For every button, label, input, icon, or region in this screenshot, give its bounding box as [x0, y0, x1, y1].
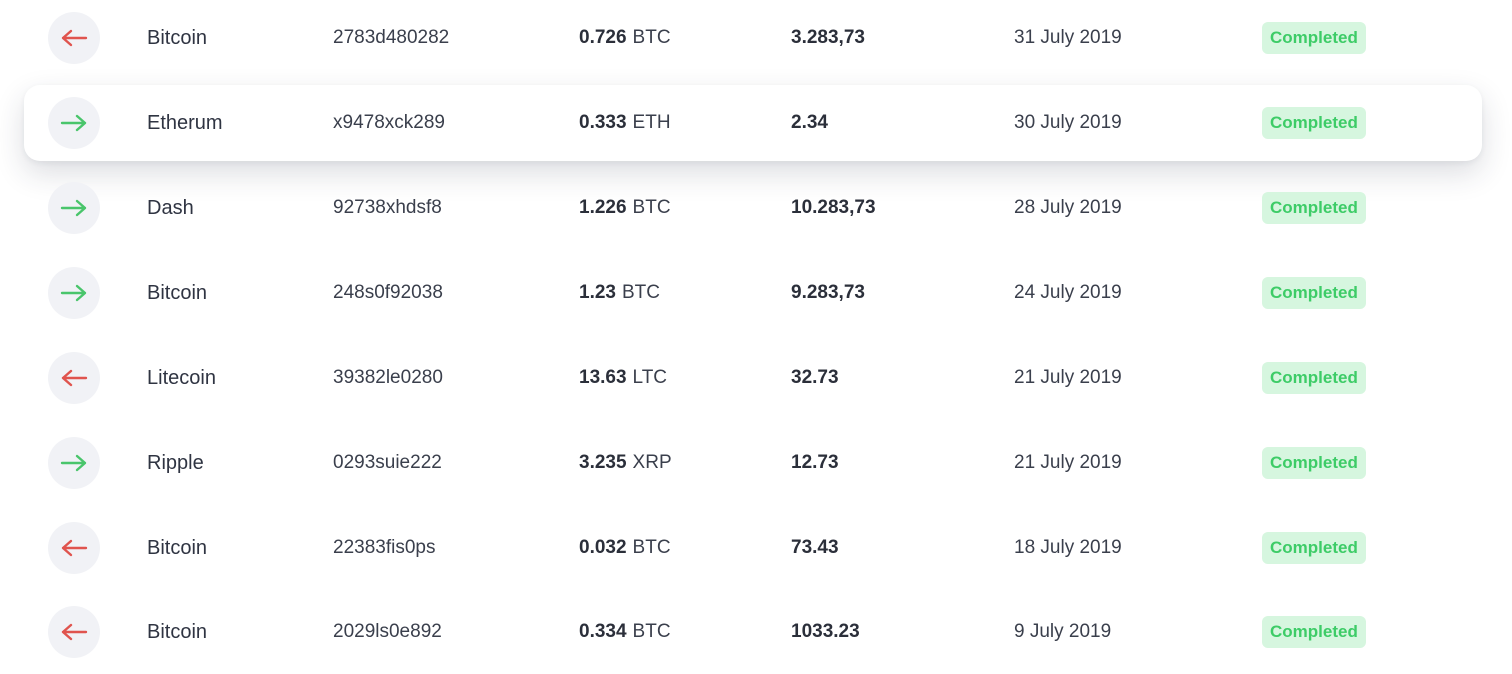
amount-unit: LTC [632, 367, 668, 388]
direction-button[interactable] [48, 606, 100, 658]
status-badge: Completed [1262, 22, 1366, 54]
status-badge: Completed [1262, 616, 1366, 648]
value: 10.283,73 [791, 197, 876, 218]
amount-value: 1.226 [579, 197, 627, 218]
date: 28 July 2019 [1014, 197, 1122, 218]
date: 31 July 2019 [1014, 27, 1122, 48]
coin-name: Bitcoin [147, 26, 208, 49]
table-row[interactable]: Litecoin 39382le0280 13.63 LTC 32.73 21 J… [24, 340, 1482, 416]
transaction-id: 2783d480282 [333, 27, 450, 48]
amount-value: 0.334 [579, 621, 627, 642]
coin-name: Dash [147, 196, 194, 219]
value: 12.73 [791, 452, 839, 473]
date: 21 July 2019 [1014, 452, 1122, 473]
transaction-id: 2029ls0e892 [333, 621, 442, 642]
table-row[interactable]: Bitcoin 22383fis0ps 0.032 BTC 73.43 18 Ju… [24, 510, 1482, 586]
table-row[interactable]: Etherum x9478xck289 0.333 ETH 2.34 30 Jul… [24, 85, 1482, 161]
amount: 1.226 BTC [579, 170, 671, 246]
amount-unit: BTC [632, 621, 671, 642]
table-row[interactable]: Dash 92738xhdsf8 1.226 BTC 10.283,73 28 J… [24, 170, 1482, 246]
coin-name: Etherum [147, 111, 223, 134]
date: 9 July 2019 [1014, 621, 1112, 642]
amount-unit: BTC [632, 27, 671, 48]
coin-name: Litecoin [147, 366, 216, 389]
amount: 0.032 BTC [579, 510, 671, 586]
table-row[interactable]: Bitcoin 2029ls0e892 0.334 BTC 1033.23 9 J… [24, 594, 1482, 670]
amount-unit: XRP [632, 452, 672, 473]
amount-unit: BTC [621, 282, 660, 303]
transaction-id: x9478xck289 [333, 112, 445, 133]
amount-value: 1.23 [579, 282, 616, 303]
direction-button[interactable] [48, 12, 100, 64]
transaction-id: 22383fis0ps [333, 537, 436, 558]
coin-name: Ripple [147, 451, 204, 474]
direction-button[interactable] [48, 437, 100, 489]
arrow-right-icon [60, 113, 88, 133]
table-row[interactable]: Bitcoin 248s0f92038 1.23 BTC 9.283,73 24 … [24, 255, 1482, 331]
direction-button[interactable] [48, 267, 100, 319]
amount: 13.63 LTC [579, 340, 667, 416]
coin-name: Bitcoin [147, 620, 208, 643]
arrow-left-icon [60, 622, 88, 642]
direction-button[interactable] [48, 352, 100, 404]
coin-name: Bitcoin [147, 281, 208, 304]
arrow-left-icon [60, 538, 88, 558]
status-badge: Completed [1262, 532, 1366, 564]
value: 3.283,73 [791, 27, 865, 48]
date: 18 July 2019 [1014, 537, 1122, 558]
amount: 0.334 BTC [579, 594, 671, 670]
status-badge: Completed [1262, 192, 1366, 224]
status-badge: Completed [1262, 362, 1366, 394]
arrow-left-icon [60, 368, 88, 388]
arrow-right-icon [60, 283, 88, 303]
transaction-id: 92738xhdsf8 [333, 197, 442, 218]
amount: 0.333 ETH [579, 85, 671, 161]
direction-button[interactable] [48, 97, 100, 149]
value: 32.73 [791, 367, 839, 388]
value: 2.34 [791, 112, 828, 133]
transaction-id: 39382le0280 [333, 367, 443, 388]
value: 9.283,73 [791, 282, 865, 303]
amount: 0.726 BTC [579, 0, 671, 76]
amount-unit: BTC [632, 197, 671, 218]
amount-unit: ETH [632, 112, 671, 133]
arrow-right-icon [60, 198, 88, 218]
status-badge: Completed [1262, 447, 1366, 479]
amount-value: 13.63 [579, 367, 627, 388]
date: 24 July 2019 [1014, 282, 1122, 303]
coin-name: Bitcoin [147, 536, 208, 559]
amount-value: 3.235 [579, 452, 627, 473]
value: 1033.23 [791, 621, 860, 642]
direction-button[interactable] [48, 522, 100, 574]
transaction-id: 0293suie222 [333, 452, 442, 473]
amount-unit: BTC [632, 537, 671, 558]
status-badge: Completed [1262, 277, 1366, 309]
arrow-left-icon [60, 28, 88, 48]
amount: 1.23 BTC [579, 255, 660, 331]
table-row[interactable]: Bitcoin 2783d480282 0.726 BTC 3.283,73 31… [24, 0, 1482, 76]
amount-value: 0.726 [579, 27, 627, 48]
status-badge: Completed [1262, 107, 1366, 139]
amount: 3.235 XRP [579, 425, 672, 501]
amount-value: 0.032 [579, 537, 627, 558]
date: 30 July 2019 [1014, 112, 1122, 133]
date: 21 July 2019 [1014, 367, 1122, 388]
arrow-right-icon [60, 453, 88, 473]
table-row[interactable]: Ripple 0293suie222 3.235 XRP 12.73 21 Jul… [24, 425, 1482, 501]
amount-value: 0.333 [579, 112, 627, 133]
direction-button[interactable] [48, 182, 100, 234]
value: 73.43 [791, 537, 839, 558]
transaction-id: 248s0f92038 [333, 282, 443, 303]
